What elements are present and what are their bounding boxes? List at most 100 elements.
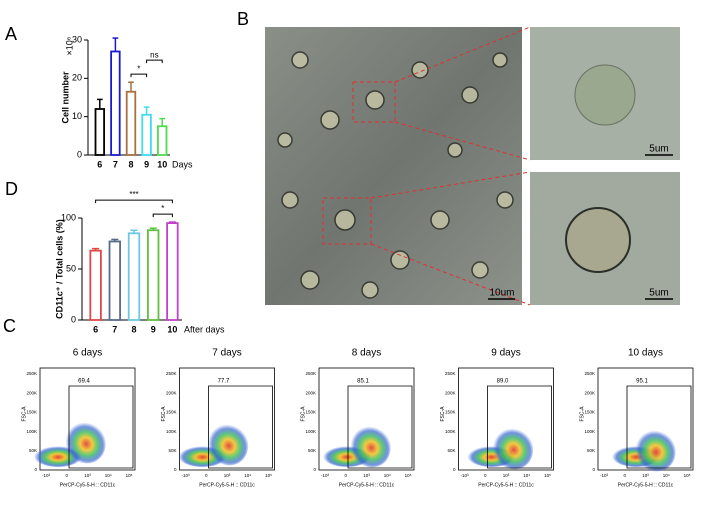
y-tick-label: 100K [445, 429, 456, 434]
y-tick-label: 250K [584, 371, 595, 376]
x-tick-label: 10⁵ [265, 473, 272, 478]
x-tick-label: 10 [157, 159, 167, 169]
y-axis-unit: ×10⁶ [64, 36, 74, 55]
y-tick-label: 200K [445, 390, 456, 395]
x-tick-label: 10⁴ [244, 473, 251, 478]
y-tick-label: 250K [166, 371, 177, 376]
cell [574, 64, 636, 126]
density-cloud [349, 424, 391, 468]
x-tick-label: 10⁴ [523, 473, 530, 478]
gate-percentage: 89.0 [497, 379, 509, 385]
gate-percentage: 85.1 [357, 379, 369, 385]
x-tick-label: 10 [167, 324, 177, 334]
bar [125, 90, 137, 156]
zoom-guides [322, 26, 531, 306]
y-tick-label: 50 [66, 263, 76, 273]
x-tick-label: 0 [65, 473, 68, 478]
y-axis-label: FSC-A [21, 406, 27, 422]
panel-label: C [3, 316, 16, 336]
plot-frame [39, 367, 136, 471]
plot-frame [458, 367, 554, 471]
x-tick-label: 8 [128, 159, 133, 169]
significance-label: *** [129, 190, 138, 199]
y-tick-label: 10 [72, 111, 82, 121]
y-tick-label: 100 [61, 212, 76, 222]
density-cloud [64, 420, 106, 464]
x-tick-label: 0 [484, 473, 487, 478]
y-axis-label: FSC-A [440, 406, 446, 422]
y-tick-label: 30 [72, 34, 82, 44]
bar [157, 125, 168, 156]
cell [565, 207, 631, 273]
panel-label: B [237, 9, 249, 29]
x-tick-label: 10³ [363, 473, 370, 478]
x-tick-label: 10⁵ [126, 473, 133, 478]
y-axis-label: CD11c⁺ / Total cells (%) [54, 219, 64, 319]
x-tick-label: 0 [623, 473, 626, 478]
x-tick-label: 10³ [84, 473, 91, 478]
y-tick-label: 200K [166, 390, 177, 395]
y-tick-label: 0 [34, 467, 37, 472]
y-tick-label: 100K [26, 429, 37, 434]
x-axis-label: After days [184, 324, 225, 334]
y-axis-label: FSC-A [300, 406, 306, 422]
y-tick-label: 50K [308, 448, 316, 453]
panel-label: D [5, 179, 18, 199]
x-tick-label: -10³ [600, 473, 609, 478]
x-tick-label: 0 [344, 473, 347, 478]
y-tick-label: 50K [29, 448, 37, 453]
bar [89, 249, 102, 321]
x-tick-label: 10³ [642, 473, 649, 478]
gate [487, 385, 552, 469]
y-tick-label: 150K [26, 410, 37, 415]
significance-bracket [152, 213, 173, 218]
bar [127, 232, 141, 321]
plot-title: 8 days [352, 348, 381, 359]
significance-label: * [137, 64, 140, 73]
cells [277, 51, 514, 299]
x-tick-label: -10³ [321, 473, 330, 478]
x-tick-label: 6 [93, 324, 98, 334]
y-tick-label: 100K [166, 429, 177, 434]
x-tick-label: 10³ [503, 473, 510, 478]
plot-title: 10 days [628, 348, 663, 359]
y-tick-label: 100K [584, 429, 595, 434]
bar [108, 240, 121, 321]
x-axis-label: PerCP-Cy5-5-H :: CD11c [339, 482, 395, 488]
significance-bracket [130, 73, 148, 78]
bar [110, 50, 121, 156]
y-tick-label: 200K [584, 390, 595, 395]
y-tick-label: 250K [305, 371, 316, 376]
x-tick-label: 10⁵ [405, 473, 412, 478]
scale-bar-label: 5um [649, 144, 668, 155]
y-tick-label: 0 [174, 467, 177, 472]
x-tick-label: 10⁴ [384, 473, 391, 478]
y-tick-label: 150K [305, 410, 316, 415]
plot-frame [179, 367, 275, 471]
x-tick-label: 10⁴ [663, 473, 670, 478]
x-axis-label: PerCP-Cy5-5-H :: CD11c [199, 482, 255, 488]
x-tick-label: 8 [131, 324, 136, 334]
x-axis-label: PerCP-Cy5-5-H :: CD11c [478, 482, 534, 488]
y-tick-label: 20 [72, 73, 82, 83]
y-tick-label: 50K [168, 448, 176, 453]
y-tick-label: 250K [445, 371, 456, 376]
x-tick-label: 10³ [224, 473, 231, 478]
significance-label: * [161, 204, 164, 213]
y-tick-label: 0 [592, 467, 595, 472]
bar [94, 108, 105, 156]
x-axis-label: PerCP-Cy5-5-H :: CD11c [618, 482, 674, 488]
x-axis-label: Days [172, 159, 193, 169]
x-tick-label: 9 [144, 159, 149, 169]
x-tick-label: 0 [205, 473, 208, 478]
plot-frame [318, 367, 415, 471]
x-tick-label: 7 [113, 159, 118, 169]
panel-label: A [5, 24, 17, 44]
y-tick-label: 0 [453, 467, 456, 472]
y-tick-label: 150K [445, 410, 456, 415]
bar [166, 222, 179, 321]
scale-bar-label: 10um [489, 288, 514, 299]
gate [208, 385, 273, 469]
bar [141, 113, 152, 156]
y-axis-label: Cell number [60, 71, 70, 124]
